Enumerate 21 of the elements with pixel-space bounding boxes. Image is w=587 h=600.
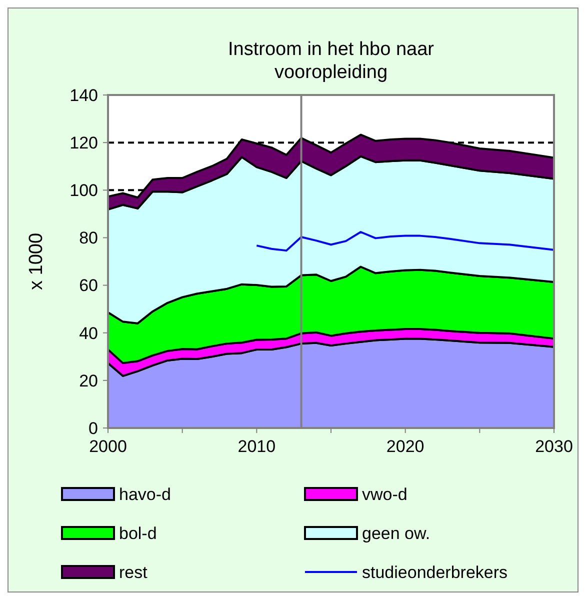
x-tick-label: 2010 [238, 437, 276, 456]
x-tick-label: 2000 [89, 437, 127, 456]
y-tick-label: 120 [70, 134, 98, 153]
y-tick-label: 20 [79, 371, 98, 390]
x-tick-label: 2030 [535, 437, 573, 456]
line-series [256, 231, 555, 252]
chart-title: Instroom in het hbo naar vooropleiding [228, 39, 435, 83]
x-tick-label: 2020 [386, 437, 424, 456]
y-tick-label: 60 [79, 276, 98, 296]
y-tick-label: 0 [88, 418, 98, 438]
y-tick-label: 140 [70, 86, 98, 105]
y-axis-title: x 1000 [26, 232, 47, 290]
legend-label: vwo-d [362, 484, 408, 504]
legend-label: rest [119, 562, 148, 582]
y-tick-label: 100 [70, 181, 98, 200]
y-tick-label: 80 [79, 228, 98, 248]
legend-label: geen ow. [362, 524, 430, 543]
legend-label: havo-d [119, 484, 171, 504]
legend-label: bol-d [119, 524, 157, 543]
legend-label: studieonderbrekers [362, 562, 508, 582]
y-tick-label: 40 [79, 324, 98, 343]
